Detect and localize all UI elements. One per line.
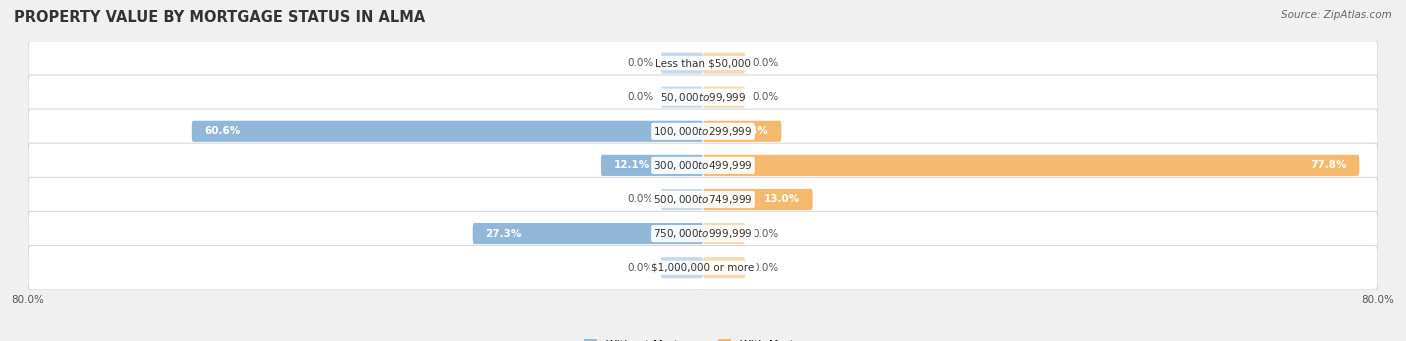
- Text: 77.8%: 77.8%: [1310, 160, 1347, 170]
- Text: 9.3%: 9.3%: [740, 126, 769, 136]
- FancyBboxPatch shape: [661, 189, 703, 210]
- Text: 0.0%: 0.0%: [628, 92, 654, 102]
- Text: 0.0%: 0.0%: [628, 58, 654, 68]
- FancyBboxPatch shape: [28, 211, 1378, 256]
- FancyBboxPatch shape: [600, 155, 703, 176]
- FancyBboxPatch shape: [28, 177, 1378, 222]
- FancyBboxPatch shape: [661, 257, 703, 278]
- FancyBboxPatch shape: [28, 246, 1378, 290]
- Text: Source: ZipAtlas.com: Source: ZipAtlas.com: [1281, 10, 1392, 20]
- Text: 27.3%: 27.3%: [485, 228, 522, 239]
- FancyBboxPatch shape: [703, 155, 1360, 176]
- Text: 60.6%: 60.6%: [204, 126, 240, 136]
- Text: 0.0%: 0.0%: [752, 92, 778, 102]
- Text: $300,000 to $499,999: $300,000 to $499,999: [654, 159, 752, 172]
- FancyBboxPatch shape: [703, 257, 745, 278]
- Text: 0.0%: 0.0%: [628, 263, 654, 273]
- FancyBboxPatch shape: [28, 143, 1378, 188]
- Text: $1,000,000 or more: $1,000,000 or more: [651, 263, 755, 273]
- Text: 0.0%: 0.0%: [752, 58, 778, 68]
- Text: $100,000 to $299,999: $100,000 to $299,999: [654, 125, 752, 138]
- Text: $50,000 to $99,999: $50,000 to $99,999: [659, 91, 747, 104]
- FancyBboxPatch shape: [703, 121, 782, 142]
- Legend: Without Mortgage, With Mortgage: Without Mortgage, With Mortgage: [579, 335, 827, 341]
- FancyBboxPatch shape: [191, 121, 703, 142]
- FancyBboxPatch shape: [703, 223, 745, 244]
- FancyBboxPatch shape: [661, 87, 703, 108]
- Text: $500,000 to $749,999: $500,000 to $749,999: [654, 193, 752, 206]
- FancyBboxPatch shape: [28, 75, 1378, 119]
- Text: 13.0%: 13.0%: [763, 194, 800, 205]
- FancyBboxPatch shape: [28, 109, 1378, 153]
- FancyBboxPatch shape: [661, 53, 703, 74]
- Text: PROPERTY VALUE BY MORTGAGE STATUS IN ALMA: PROPERTY VALUE BY MORTGAGE STATUS IN ALM…: [14, 10, 425, 25]
- FancyBboxPatch shape: [472, 223, 703, 244]
- FancyBboxPatch shape: [703, 53, 745, 74]
- Text: 0.0%: 0.0%: [628, 194, 654, 205]
- Text: 0.0%: 0.0%: [752, 263, 778, 273]
- Text: $750,000 to $999,999: $750,000 to $999,999: [654, 227, 752, 240]
- FancyBboxPatch shape: [703, 189, 813, 210]
- Text: 12.1%: 12.1%: [613, 160, 650, 170]
- FancyBboxPatch shape: [28, 41, 1378, 85]
- Text: Less than $50,000: Less than $50,000: [655, 58, 751, 68]
- Text: 0.0%: 0.0%: [752, 228, 778, 239]
- FancyBboxPatch shape: [703, 87, 745, 108]
